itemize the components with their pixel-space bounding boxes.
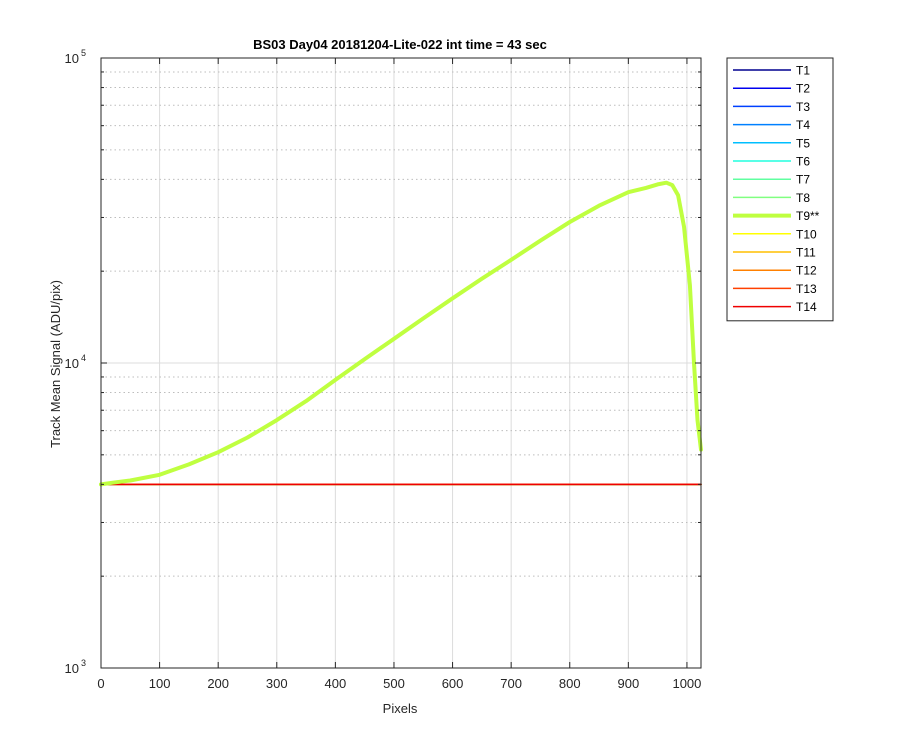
legend-label: T10 [796, 227, 817, 241]
legend-label: T9** [796, 209, 820, 223]
grid-layer [101, 58, 701, 668]
x-tick-label: 500 [383, 676, 405, 691]
legend-label: T3 [796, 100, 810, 114]
y-tick-label: 10 [65, 356, 79, 371]
x-tick-label: 900 [617, 676, 639, 691]
y-tick-label: 10 [65, 51, 79, 66]
y-tick-label: 10 [65, 661, 79, 676]
legend-label: T1 [796, 64, 810, 78]
legend-label: T12 [796, 264, 817, 278]
y-tick-label-exponent: 5 [81, 48, 86, 58]
legend-label: T11 [796, 246, 816, 260]
x-tick-label: 0 [97, 676, 104, 691]
x-axis-label: Pixels [383, 701, 418, 716]
legend-label: T5 [796, 136, 810, 150]
legend-label: T6 [796, 155, 810, 169]
x-tick-label: 600 [442, 676, 464, 691]
x-tick-label: 800 [559, 676, 581, 691]
x-tick-label: 700 [500, 676, 522, 691]
x-tick-label: 200 [207, 676, 229, 691]
x-tick-label: 300 [266, 676, 288, 691]
chart-title: BS03 Day04 20181204-Lite-022 int time = … [253, 37, 547, 52]
series-layer [99, 180, 703, 487]
legend-label: T4 [796, 118, 810, 132]
legend-box [726, 57, 834, 322]
y-axis-label: Track Mean Signal (ADU/pix) [48, 280, 63, 448]
legend: T1 T2 T3 T4 T5 T6 T7 T8 T9** T10 T11 T12 T13 T14 [726, 57, 834, 322]
legend-label: T13 [796, 282, 817, 296]
x-tick-label: 100 [149, 676, 171, 691]
legend-label: T7 [796, 173, 810, 187]
y-tick-label-exponent: 4 [81, 353, 86, 363]
legend-label: T8 [796, 191, 810, 205]
legend-label: T2 [796, 82, 810, 96]
x-tick-label: 1000 [672, 676, 701, 691]
x-tick-label: 400 [325, 676, 347, 691]
y-tick-label-exponent: 3 [81, 658, 86, 668]
series-line-t9 [99, 180, 703, 487]
legend-label: T14 [796, 300, 817, 314]
